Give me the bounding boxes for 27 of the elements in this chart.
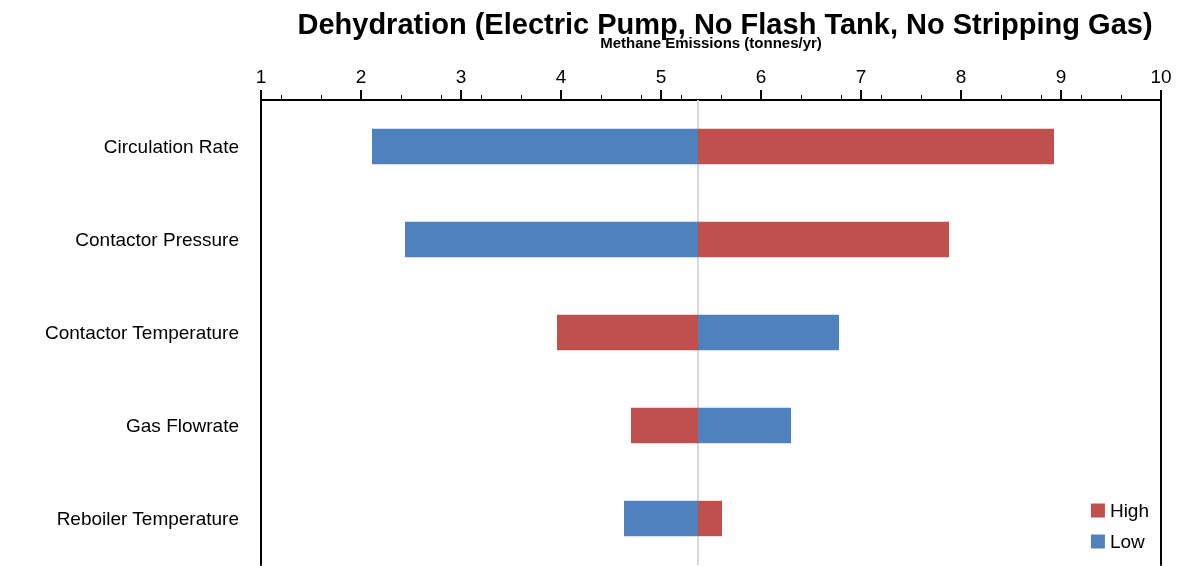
bar (698, 314, 839, 351)
bar (624, 500, 698, 537)
bar (557, 314, 698, 351)
legend-label: Low (1109, 531, 1146, 552)
x-tick-label: 1 (255, 66, 267, 87)
y-tick-label: Gas Flowrate (126, 415, 239, 436)
x-tick-label: 9 (1055, 66, 1067, 87)
bar (698, 500, 722, 537)
x-tick-label: 6 (755, 66, 767, 87)
bar (698, 407, 791, 444)
bar (372, 128, 698, 165)
bar (698, 221, 949, 258)
bar (405, 221, 698, 258)
legend-label: High (1109, 500, 1149, 521)
bar (631, 407, 698, 444)
y-tick-label: Reboiler Temperature (56, 508, 239, 529)
y-tick-label: Circulation Rate (103, 136, 239, 157)
x-tick-label: 4 (555, 66, 567, 87)
x-tick-label: 3 (455, 66, 467, 87)
y-tick-label: Contactor Pressure (75, 229, 239, 250)
x-tick-label: 8 (955, 66, 967, 87)
x-tick-label: 7 (855, 66, 867, 87)
x-tick-label: 2 (355, 66, 367, 87)
bar (698, 128, 1054, 165)
x-tick-label: 10 (1150, 66, 1172, 87)
y-tick-label: Contactor Temperature (45, 322, 239, 343)
x-tick-label: 5 (655, 66, 667, 87)
